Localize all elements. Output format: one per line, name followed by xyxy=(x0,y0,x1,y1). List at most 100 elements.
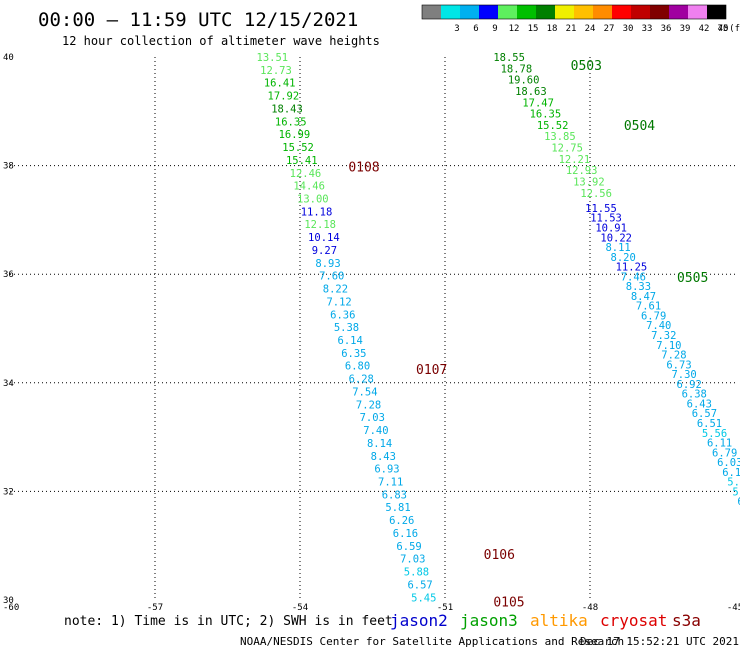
wave-height-value: 6.83 xyxy=(382,489,407,501)
wave-height-value: 6.51 xyxy=(697,418,722,430)
wave-height-value: 6.43 xyxy=(687,398,712,410)
wave-height-value: 11.55 xyxy=(585,203,617,215)
wave-height-value: 5. xyxy=(732,486,740,498)
wave-height-value: 7.11 xyxy=(378,477,403,489)
satellite-jason2: jason2 xyxy=(390,611,448,630)
color-bin-5 xyxy=(517,5,536,19)
color-bin-10 xyxy=(612,5,631,19)
wave-height-value: 11.18 xyxy=(301,206,333,218)
wave-height-value: 12.93 xyxy=(566,165,598,177)
altimeter-tracks: 13.5112.7316.4117.9218.4316.3516.9915.52… xyxy=(257,52,740,604)
wave-height-value: 8.14 xyxy=(367,438,392,450)
wave-height-value: 14.46 xyxy=(293,181,325,193)
wave-height-value: 8.20 xyxy=(611,252,636,264)
color-bin-14 xyxy=(688,5,707,19)
wave-height-value: 6.57 xyxy=(407,579,432,591)
wave-height-value: 6.16 xyxy=(393,528,418,540)
wave-height-value: 9.27 xyxy=(312,245,337,257)
pass-time-label: 0505 xyxy=(677,271,708,286)
wave-height-value: 8.47 xyxy=(631,291,656,303)
wave-height-value: 5.88 xyxy=(404,567,429,579)
wave-height-value: 13.85 xyxy=(544,131,576,143)
pass-time-label: 0107 xyxy=(416,363,447,378)
color-bin-label: 3 xyxy=(454,24,459,34)
color-bin-label: 24 xyxy=(585,24,596,34)
color-bin-label: 30 xyxy=(623,24,634,34)
wave-height-value: 18.55 xyxy=(493,52,525,64)
wave-height-value: 7.40 xyxy=(363,425,388,437)
wave-height-value: 6.59 xyxy=(396,541,421,553)
colorbar-unit-label: (ft) xyxy=(729,24,740,34)
wave-height-value: 7.12 xyxy=(326,296,351,308)
color-bin-9 xyxy=(593,5,612,19)
wave-height-value: 16.35 xyxy=(275,116,307,128)
wave-height-value: 15.52 xyxy=(537,120,569,132)
color-bin-label: 42 xyxy=(699,24,710,34)
y-tick-label: 38 xyxy=(3,162,14,172)
wave-height-value: 7.61 xyxy=(636,301,661,313)
wave-height-value: 8.22 xyxy=(323,284,348,296)
color-bin-label: 21 xyxy=(566,24,577,34)
color-bin-label: 6 xyxy=(473,24,478,34)
wave-height-value: 12.56 xyxy=(580,188,612,200)
credit-line: NOAA/NESDIS Center for Satellite Applica… xyxy=(240,635,624,648)
x-tick-label: -48 xyxy=(582,603,598,613)
wave-height-value: 7.40 xyxy=(646,320,671,332)
wave-height-value: 6.11 xyxy=(707,438,732,450)
wave-height-value: 6.57 xyxy=(692,408,717,420)
wave-height-value: 15.41 xyxy=(286,155,318,167)
wave-height-value: 13.51 xyxy=(257,52,289,64)
footer-note: note: 1) Time is in UTC; 2) SWH is in fe… xyxy=(64,614,393,629)
wave-height-value: 8.43 xyxy=(371,451,396,463)
wave-height-value: 7.10 xyxy=(656,340,681,352)
color-bin-4 xyxy=(498,5,517,19)
y-tick-label: 40 xyxy=(3,53,14,63)
wave-height-value: 6.92 xyxy=(677,379,702,391)
color-bin-3 xyxy=(479,5,498,19)
wave-height-value: 6 xyxy=(737,496,740,508)
color-bin-8 xyxy=(574,5,593,19)
wave-height-value: 6.28 xyxy=(349,374,374,386)
wave-height-value: 6.26 xyxy=(389,515,414,527)
colorbar-end-label: 70 xyxy=(718,24,729,34)
x-tick-label: -54 xyxy=(292,603,308,613)
wave-height-value: 7.46 xyxy=(621,271,646,283)
wave-height-value: 16.99 xyxy=(279,129,311,141)
satellite-cryosat: cryosat xyxy=(600,611,667,630)
wave-height-value: 8.11 xyxy=(605,242,630,254)
satellite-jason3: jason3 xyxy=(460,611,518,630)
wave-height-value: 17.47 xyxy=(522,97,554,109)
wave-height-value: 6.79 xyxy=(712,447,737,459)
track-1: 18.5518.7819.6018.6317.4716.3515.5213.85… xyxy=(493,52,612,200)
wave-height-value: 5.9 xyxy=(727,477,740,489)
color-bin-1 xyxy=(441,5,460,19)
color-bin-label: 12 xyxy=(509,24,520,34)
chart-title: 00:00 – 11:59 UTC 12/15/2021 xyxy=(38,9,358,31)
pass-time-label: 0504 xyxy=(624,119,655,134)
color-bin-2 xyxy=(460,5,479,19)
wave-height-value: 6.14 xyxy=(338,335,363,347)
color-bin-label: 39 xyxy=(680,24,691,34)
wave-height-value: 6.80 xyxy=(345,361,370,373)
wave-height-value: 7.03 xyxy=(400,554,425,566)
wave-height-value: 5.45 xyxy=(411,592,436,604)
satellite-legend: jason2 jason3 altika cryosat s3a xyxy=(390,611,701,630)
color-bin-label: 9 xyxy=(492,24,497,34)
color-bin-label: 33 xyxy=(642,24,653,34)
color-bin-label: 18 xyxy=(547,24,558,34)
color-bin-7 xyxy=(555,5,574,19)
wave-height-value: 7.60 xyxy=(319,271,344,283)
wave-height-value: 12.18 xyxy=(304,219,336,231)
color-bin-13 xyxy=(669,5,688,19)
pass-time-label: 0106 xyxy=(484,548,515,563)
color-bin-label: 15 xyxy=(528,24,539,34)
wave-height-value: 10.14 xyxy=(308,232,340,244)
x-tick-label: -60 xyxy=(3,603,19,613)
satellite-altika: altika xyxy=(530,611,588,630)
wave-height-value: 13.92 xyxy=(573,176,605,188)
wave-height-value: 12.73 xyxy=(260,65,292,77)
wave-height-value: 7.28 xyxy=(356,399,381,411)
y-tick-label: 34 xyxy=(3,379,14,389)
wave-height-value: 11.53 xyxy=(590,213,622,225)
